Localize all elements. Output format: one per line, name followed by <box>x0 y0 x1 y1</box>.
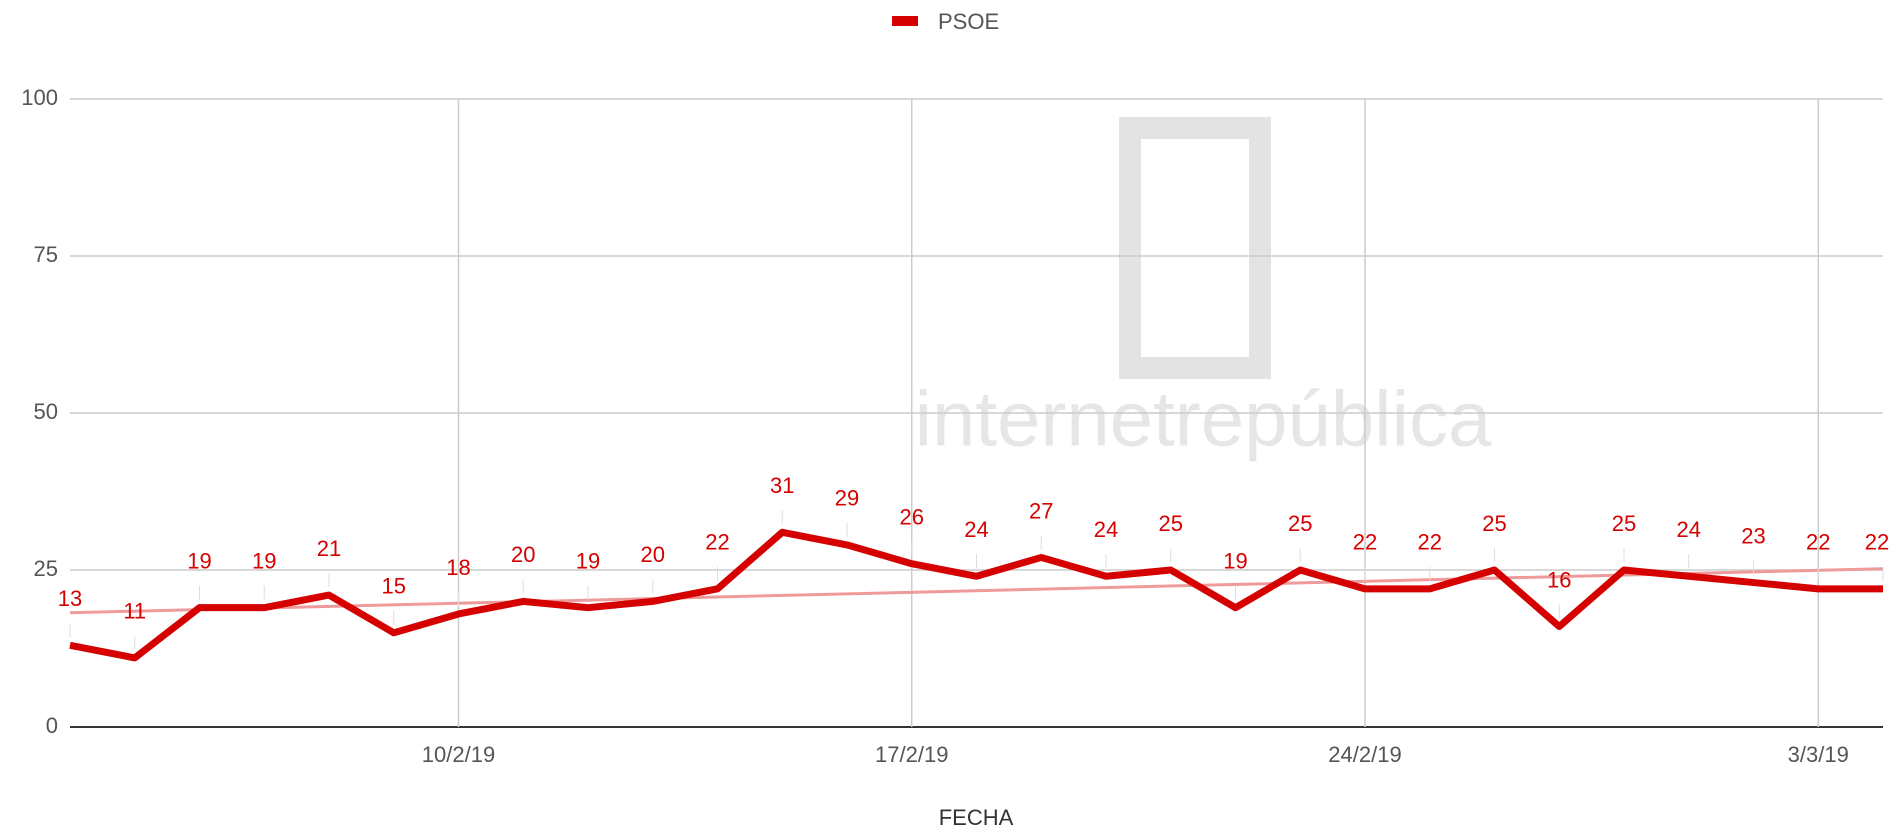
y-tick-label: 25 <box>34 556 58 581</box>
data-label: 16 <box>1547 567 1571 592</box>
legend-label: PSOE <box>938 9 999 34</box>
data-label: 22 <box>705 530 729 555</box>
watermark-shape <box>1119 117 1271 379</box>
x-axis-title: FECHA <box>939 805 1014 830</box>
x-tick-label: 17/2/19 <box>875 742 948 767</box>
data-label: 25 <box>1612 511 1636 536</box>
data-label: 24 <box>1677 517 1701 542</box>
data-label: 11 <box>123 599 146 624</box>
data-label: 25 <box>1159 511 1183 536</box>
data-label: 29 <box>835 486 859 511</box>
y-tick-label: 75 <box>34 242 58 267</box>
data-label: 24 <box>1094 517 1118 542</box>
trendline <box>69 567 1884 615</box>
data-label: 20 <box>641 542 665 567</box>
data-label: 13 <box>58 586 82 611</box>
data-label: 22 <box>1865 530 1889 555</box>
data-label: 24 <box>964 517 988 542</box>
watermark-icon <box>1119 117 1271 379</box>
series-line <box>69 528 1883 662</box>
data-label: 19 <box>252 548 276 573</box>
x-tick-label: 3/3/19 <box>1788 742 1849 767</box>
data-label: 26 <box>900 505 924 530</box>
x-tick-label: 24/2/19 <box>1328 742 1401 767</box>
data-label: 23 <box>1741 523 1765 548</box>
data-label: 19 <box>576 548 600 573</box>
data-label: 18 <box>446 555 470 580</box>
x-tick-label: 10/2/19 <box>422 742 495 767</box>
data-label: 22 <box>1418 530 1442 555</box>
watermark-text: internetrepública <box>915 375 1492 463</box>
data-label: 15 <box>382 574 406 599</box>
legend-swatch <box>892 16 918 26</box>
data-label: 19 <box>1223 548 1247 573</box>
data-label: 27 <box>1029 498 1053 523</box>
y-tick-label: 50 <box>34 399 58 424</box>
data-label: 19 <box>187 548 211 573</box>
data-label: 20 <box>511 542 535 567</box>
data-label: 31 <box>770 473 794 498</box>
y-tick-label: 0 <box>46 713 58 738</box>
data-label: 22 <box>1353 530 1377 555</box>
data-label: 25 <box>1288 511 1312 536</box>
data-label: 22 <box>1806 530 1830 555</box>
data-label: 21 <box>317 536 341 561</box>
y-tick-label: 100 <box>21 85 58 110</box>
data-label: 25 <box>1482 511 1506 536</box>
